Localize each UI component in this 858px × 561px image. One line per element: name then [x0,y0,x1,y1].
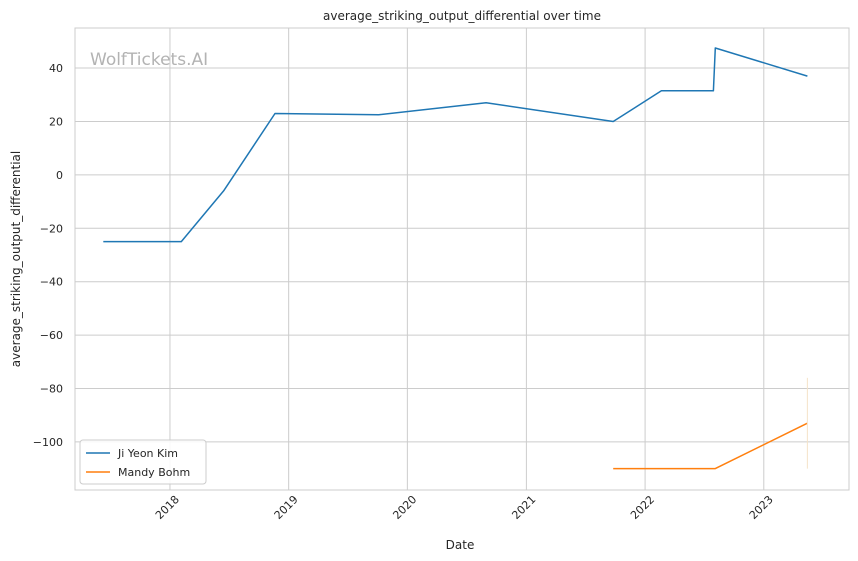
series-line-0 [103,47,808,243]
series-layer [103,47,808,470]
x-tick-label: 2022 [628,493,657,522]
legend-label-1: Mandy Bohm [118,466,190,479]
y-tick-label: 40 [49,62,63,75]
x-axis-ticks: 2018 2019 2020 2021 2022 2023 [153,493,776,522]
y-tick-label: −80 [40,383,63,396]
x-tick-label: 2023 [747,493,776,522]
y-tick-label: −40 [40,276,63,289]
legend: Ji Yeon Kim Mandy Bohm [79,439,207,485]
plot-area [74,27,850,491]
legend-box [79,439,207,485]
chart-title: average_striking_output_differential ove… [323,9,601,23]
y-tick-label: −100 [33,436,63,449]
y-tick-label: −60 [40,329,63,342]
x-axis-title: Date [446,538,475,552]
x-tick-label: 2018 [153,493,182,522]
x-tick-label: 2020 [390,493,419,522]
legend-label-0: Ji Yeon Kim [117,447,178,460]
y-axis-ticks: 40 20 0 −20 −40 −60 −80 −100 [33,62,63,449]
x-tick-label: 2019 [272,493,301,522]
watermark: WolfTickets.AI [90,50,208,70]
series-line-1 [613,422,808,470]
y-tick-label: −20 [40,222,63,235]
y-axis-title: average_striking_output_differential [9,151,23,367]
grid-lines [75,28,849,490]
x-tick-label: 2021 [509,493,538,522]
y-tick-label: 20 [49,115,63,128]
y-tick-label: 0 [56,169,63,182]
